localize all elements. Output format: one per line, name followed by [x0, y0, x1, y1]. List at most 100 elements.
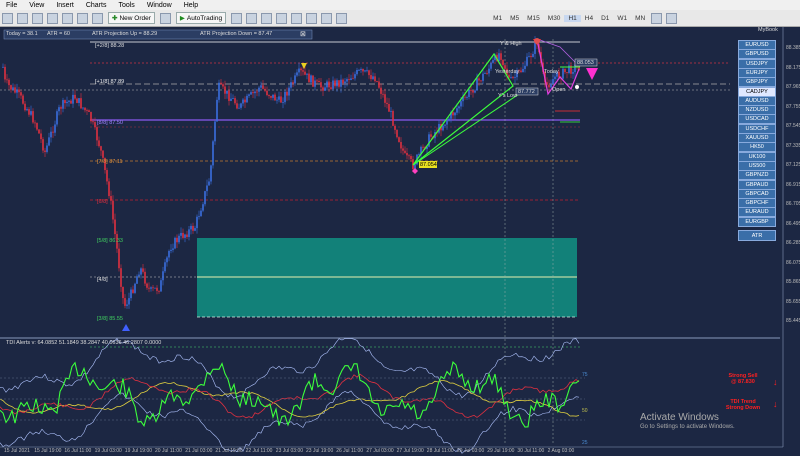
menu-insert[interactable]: Insert	[56, 1, 74, 9]
level-label-78: [7/8] 87.11	[97, 159, 123, 165]
atr-up-label: ATR Projection Up = 88.29	[92, 31, 158, 37]
price-tag-low-text: 87.054	[420, 162, 437, 168]
candlesticks	[2, 36, 580, 309]
price-tick: 86.495	[786, 220, 800, 227]
tdi-level-50: 50	[582, 408, 588, 414]
price-tick: 88.175	[786, 64, 800, 71]
signal-strong-sell-label: Strong Sell	[728, 373, 758, 379]
symbol-button-eurgbp[interactable]: EURGBP	[738, 216, 776, 227]
price-tick: 87.545	[786, 123, 800, 129]
price-tick: 86.705	[786, 201, 800, 207]
tf-d1[interactable]: D1	[601, 14, 610, 22]
price-tick: 86.285	[786, 240, 800, 246]
chart-area[interactable]: Today = 38.1 ATR = 60 ATR Projection Up …	[0, 27, 800, 456]
date-tick: 19 Jul 19:00	[124, 448, 153, 454]
date-tick: 26 Jul 11:00	[336, 448, 364, 454]
menu-window[interactable]: Window	[146, 1, 172, 9]
channel-icon[interactable]	[291, 12, 303, 24]
tdi-level-25: 25	[582, 440, 588, 446]
tf-h1[interactable]: H1	[564, 14, 581, 22]
date-tick: 29 Jul 19:00	[487, 448, 515, 454]
date-tick: 19 Jul 03:00	[94, 448, 122, 454]
navigator-icon[interactable]	[62, 12, 73, 24]
date-tick: 30 Jul 11:00	[517, 448, 545, 454]
signal-strong-sell: Strong Sell @ 87.830	[718, 373, 768, 385]
trendline-icon[interactable]	[276, 12, 288, 24]
price-tick: 87.125	[786, 162, 800, 168]
new-order-button[interactable]: ✚ New Order	[108, 12, 155, 24]
close-panel-icon[interactable]: ⊠	[300, 31, 306, 38]
open-label: Open	[552, 87, 566, 93]
today-label: Today = 38.1	[6, 31, 38, 37]
level-label-58: [5/8] 86.33	[97, 238, 123, 244]
date-tick: 15 Jul 19:00	[34, 448, 62, 454]
level-label-38: [3/8] 85.55	[97, 316, 123, 322]
text-icon[interactable]	[321, 12, 333, 24]
price-tick: 86.915	[786, 181, 800, 188]
tf-m1[interactable]: M1	[493, 14, 503, 22]
down-arrow-icon-2: ↓	[773, 399, 778, 409]
tf-m30[interactable]: M30	[547, 14, 561, 22]
level-label-plus28: [+2/8] 88.28	[95, 43, 125, 49]
metaeditor-icon[interactable]	[159, 12, 171, 24]
hline-icon[interactable]	[261, 12, 273, 24]
trendline-green	[412, 52, 514, 166]
tf-mn[interactable]: MN	[635, 14, 646, 22]
price-tick: 87.755	[786, 103, 800, 110]
price-tag-high: 88.053	[577, 60, 594, 66]
line-icon[interactable]	[246, 12, 258, 24]
arrow-tool-icon[interactable]	[336, 12, 348, 24]
menu-bar: File View Insert Charts Tools Window Hel…	[0, 0, 800, 10]
tdi-indicator	[0, 338, 580, 454]
fibo-icon[interactable]	[306, 12, 318, 24]
crosshair-icon[interactable]	[231, 12, 243, 24]
price-tick: 85.865	[786, 279, 800, 285]
tf-w1[interactable]: W1	[617, 14, 628, 22]
tf-m5[interactable]: M5	[510, 14, 520, 22]
price-tag-low	[419, 161, 437, 168]
tf-m15[interactable]: M15	[527, 14, 540, 22]
menu-charts[interactable]: Charts	[85, 1, 107, 9]
down-arrow-icon: ↓	[773, 377, 778, 387]
watermark-sub: Go to Settings to activate Windows.	[640, 424, 735, 430]
price-tick: 85.655	[786, 298, 800, 305]
menu-tools[interactable]: Tools	[118, 1, 135, 9]
menu-view[interactable]: View	[29, 1, 45, 9]
date-tick: 28 Jul 11:00	[426, 448, 454, 454]
price-tick: 87.335	[786, 142, 800, 149]
date-tick: 22 Jul 11:00	[245, 448, 273, 454]
level-label-88: [8/8] 87.50	[97, 120, 123, 126]
new-chart-icon[interactable]	[2, 12, 13, 24]
date-tick: 21 Jul 19:00	[215, 448, 243, 454]
price-tag-mid: 87.772	[518, 89, 535, 95]
buy-arrow-icon	[122, 324, 130, 331]
plus-icon: ✚	[112, 15, 118, 22]
date-tick: 21 Jul 03:00	[185, 448, 213, 454]
play-icon: ▶	[179, 15, 185, 22]
autotrading-button[interactable]: ▶ AutoTrading	[175, 12, 227, 24]
signal-strong-down-label: Strong Down	[725, 405, 761, 411]
date-tick: 27 Jul 03:00	[366, 448, 394, 454]
watermark-title: Activate Windows	[640, 412, 719, 423]
market-watch-icon[interactable]	[32, 12, 43, 24]
data-window-icon[interactable]	[47, 12, 58, 24]
terminal-icon[interactable]	[77, 12, 88, 24]
zigzag-magenta	[536, 38, 580, 96]
tdi-header: TDI Alerts v: 64.0852 51.1849 38.2847 40…	[6, 340, 162, 346]
atr-button[interactable]: ATR	[738, 230, 776, 241]
menu-file[interactable]: File	[6, 1, 18, 9]
date-tick: 23 Jul 03:00	[275, 448, 304, 454]
signal-tdi-trend: TDI Trend Strong Down	[718, 399, 768, 411]
tf-h4[interactable]: H4	[584, 14, 594, 22]
zoom-in-icon[interactable]	[651, 12, 663, 24]
price-chart[interactable]	[0, 27, 800, 456]
today-annot-label: Today	[544, 69, 559, 75]
new-order-label: New Order	[119, 14, 151, 22]
zoom-out-icon[interactable]	[666, 12, 678, 24]
strategy-tester-icon[interactable]	[92, 12, 103, 24]
date-tick: 15 Jul 2021	[4, 448, 30, 454]
menu-help[interactable]: Help	[183, 1, 199, 9]
profiles-icon[interactable]	[17, 12, 28, 24]
date-tick: 2 Aug 03:00	[547, 448, 575, 454]
